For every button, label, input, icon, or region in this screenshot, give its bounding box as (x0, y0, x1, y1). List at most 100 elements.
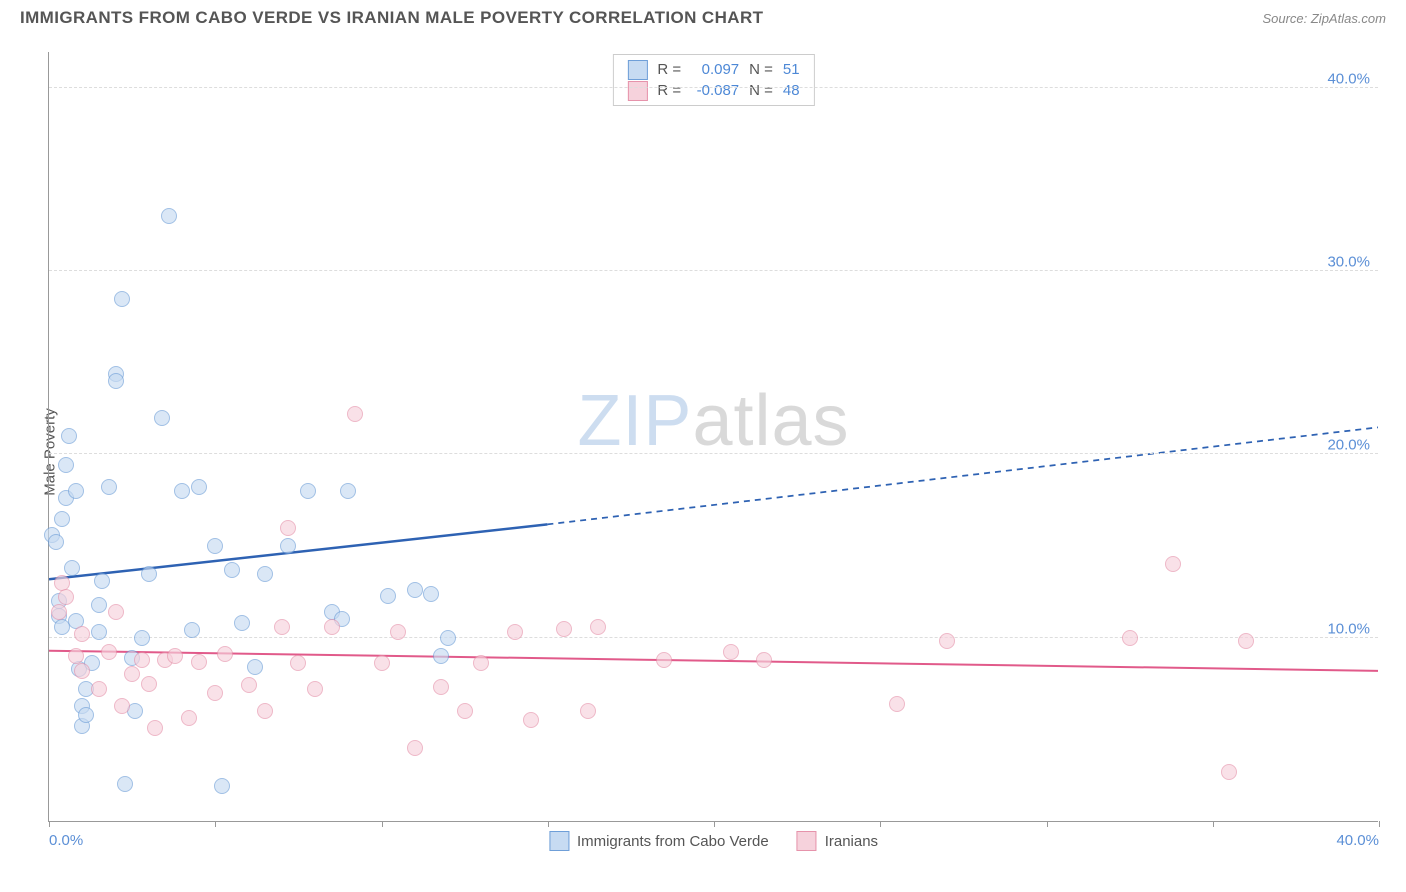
data-point-cabo_verde (78, 707, 94, 723)
data-point-cabo_verde (101, 479, 117, 495)
data-point-iranians (324, 619, 340, 635)
data-point-iranians (1122, 630, 1138, 646)
data-point-iranians (257, 703, 273, 719)
swatch-series-2 (627, 81, 647, 101)
xtick (548, 821, 549, 827)
data-point-iranians (473, 655, 489, 671)
trendline-dashed-cabo_verde (547, 427, 1378, 524)
data-point-cabo_verde (117, 776, 133, 792)
data-point-cabo_verde (407, 582, 423, 598)
data-point-cabo_verde (68, 483, 84, 499)
watermark-zip: ZIP (577, 381, 692, 461)
data-point-iranians (1238, 633, 1254, 649)
data-point-iranians (723, 644, 739, 660)
xtick (880, 821, 881, 827)
chart-title: IMMIGRANTS FROM CABO VERDE VS IRANIAN MA… (20, 8, 763, 28)
data-point-cabo_verde (340, 483, 356, 499)
data-point-iranians (556, 621, 572, 637)
data-point-iranians (207, 685, 223, 701)
data-point-iranians (457, 703, 473, 719)
data-point-iranians (656, 652, 672, 668)
data-point-cabo_verde (207, 538, 223, 554)
gridline-h (49, 87, 1378, 88)
data-point-iranians (889, 696, 905, 712)
xtick (1213, 821, 1214, 827)
data-point-iranians (374, 655, 390, 671)
data-point-iranians (217, 646, 233, 662)
data-point-iranians (101, 644, 117, 660)
data-point-iranians (1221, 764, 1237, 780)
data-point-iranians (114, 698, 130, 714)
data-point-cabo_verde (380, 588, 396, 604)
data-point-cabo_verde (94, 573, 110, 589)
legend-item-2: Iranians (797, 831, 878, 851)
data-point-cabo_verde (91, 624, 107, 640)
legend-row-2: R = -0.087 N = 48 (627, 80, 799, 101)
data-point-cabo_verde (300, 483, 316, 499)
data-point-cabo_verde (234, 615, 250, 631)
chart-container: Male Poverty ZIPatlas R = 0.097 N = 51 R… (0, 32, 1406, 872)
data-point-cabo_verde (423, 586, 439, 602)
data-point-cabo_verde (214, 778, 230, 794)
data-point-iranians (51, 604, 67, 620)
trend-lines (49, 52, 1378, 821)
ytick-label: 30.0% (1327, 254, 1370, 271)
ytick-label: 40.0% (1327, 70, 1370, 87)
data-point-iranians (141, 676, 157, 692)
data-point-iranians (1165, 556, 1181, 572)
xtick-label: 0.0% (49, 832, 83, 849)
data-point-cabo_verde (64, 560, 80, 576)
data-point-cabo_verde (114, 291, 130, 307)
data-point-cabo_verde (440, 630, 456, 646)
xtick (1047, 821, 1048, 827)
data-point-iranians (241, 677, 257, 693)
chart-header: IMMIGRANTS FROM CABO VERDE VS IRANIAN MA… (0, 0, 1406, 32)
swatch-iranians (797, 831, 817, 851)
trendline-cabo_verde (49, 524, 547, 579)
data-point-cabo_verde (134, 630, 150, 646)
data-point-iranians (91, 681, 107, 697)
xtick (1379, 821, 1380, 827)
data-point-iranians (134, 652, 150, 668)
source-attribution: Source: ZipAtlas.com (1262, 11, 1386, 26)
data-point-iranians (191, 654, 207, 670)
data-point-cabo_verde (191, 479, 207, 495)
legend-row-1: R = 0.097 N = 51 (627, 59, 799, 80)
xtick (382, 821, 383, 827)
data-point-iranians (147, 720, 163, 736)
data-point-iranians (433, 679, 449, 695)
data-point-cabo_verde (141, 566, 157, 582)
data-point-cabo_verde (433, 648, 449, 664)
xtick (215, 821, 216, 827)
data-point-iranians (580, 703, 596, 719)
ytick-label: 20.0% (1327, 437, 1370, 454)
gridline-h (49, 270, 1378, 271)
swatch-series-1 (627, 60, 647, 80)
data-point-iranians (74, 626, 90, 642)
data-point-cabo_verde (184, 622, 200, 638)
data-point-iranians (307, 681, 323, 697)
data-point-cabo_verde (257, 566, 273, 582)
data-point-cabo_verde (154, 410, 170, 426)
correlation-legend: R = 0.097 N = 51 R = -0.087 N = 48 (612, 54, 814, 106)
data-point-iranians (390, 624, 406, 640)
plot-area: ZIPatlas R = 0.097 N = 51 R = -0.087 N =… (48, 52, 1378, 822)
data-point-cabo_verde (108, 373, 124, 389)
data-point-cabo_verde (91, 597, 107, 613)
watermark: ZIPatlas (577, 380, 849, 462)
data-point-iranians (347, 406, 363, 422)
legend-label-2: Iranians (825, 833, 878, 850)
gridline-h (49, 637, 1378, 638)
data-point-iranians (58, 589, 74, 605)
data-point-iranians (756, 652, 772, 668)
watermark-atlas: atlas (692, 381, 849, 461)
data-point-cabo_verde (54, 511, 70, 527)
data-point-iranians (274, 619, 290, 635)
data-point-cabo_verde (280, 538, 296, 554)
legend-label-1: Immigrants from Cabo Verde (577, 833, 769, 850)
data-point-cabo_verde (161, 208, 177, 224)
data-point-cabo_verde (247, 659, 263, 675)
data-point-iranians (54, 575, 70, 591)
xtick (714, 821, 715, 827)
ytick-label: 10.0% (1327, 620, 1370, 637)
